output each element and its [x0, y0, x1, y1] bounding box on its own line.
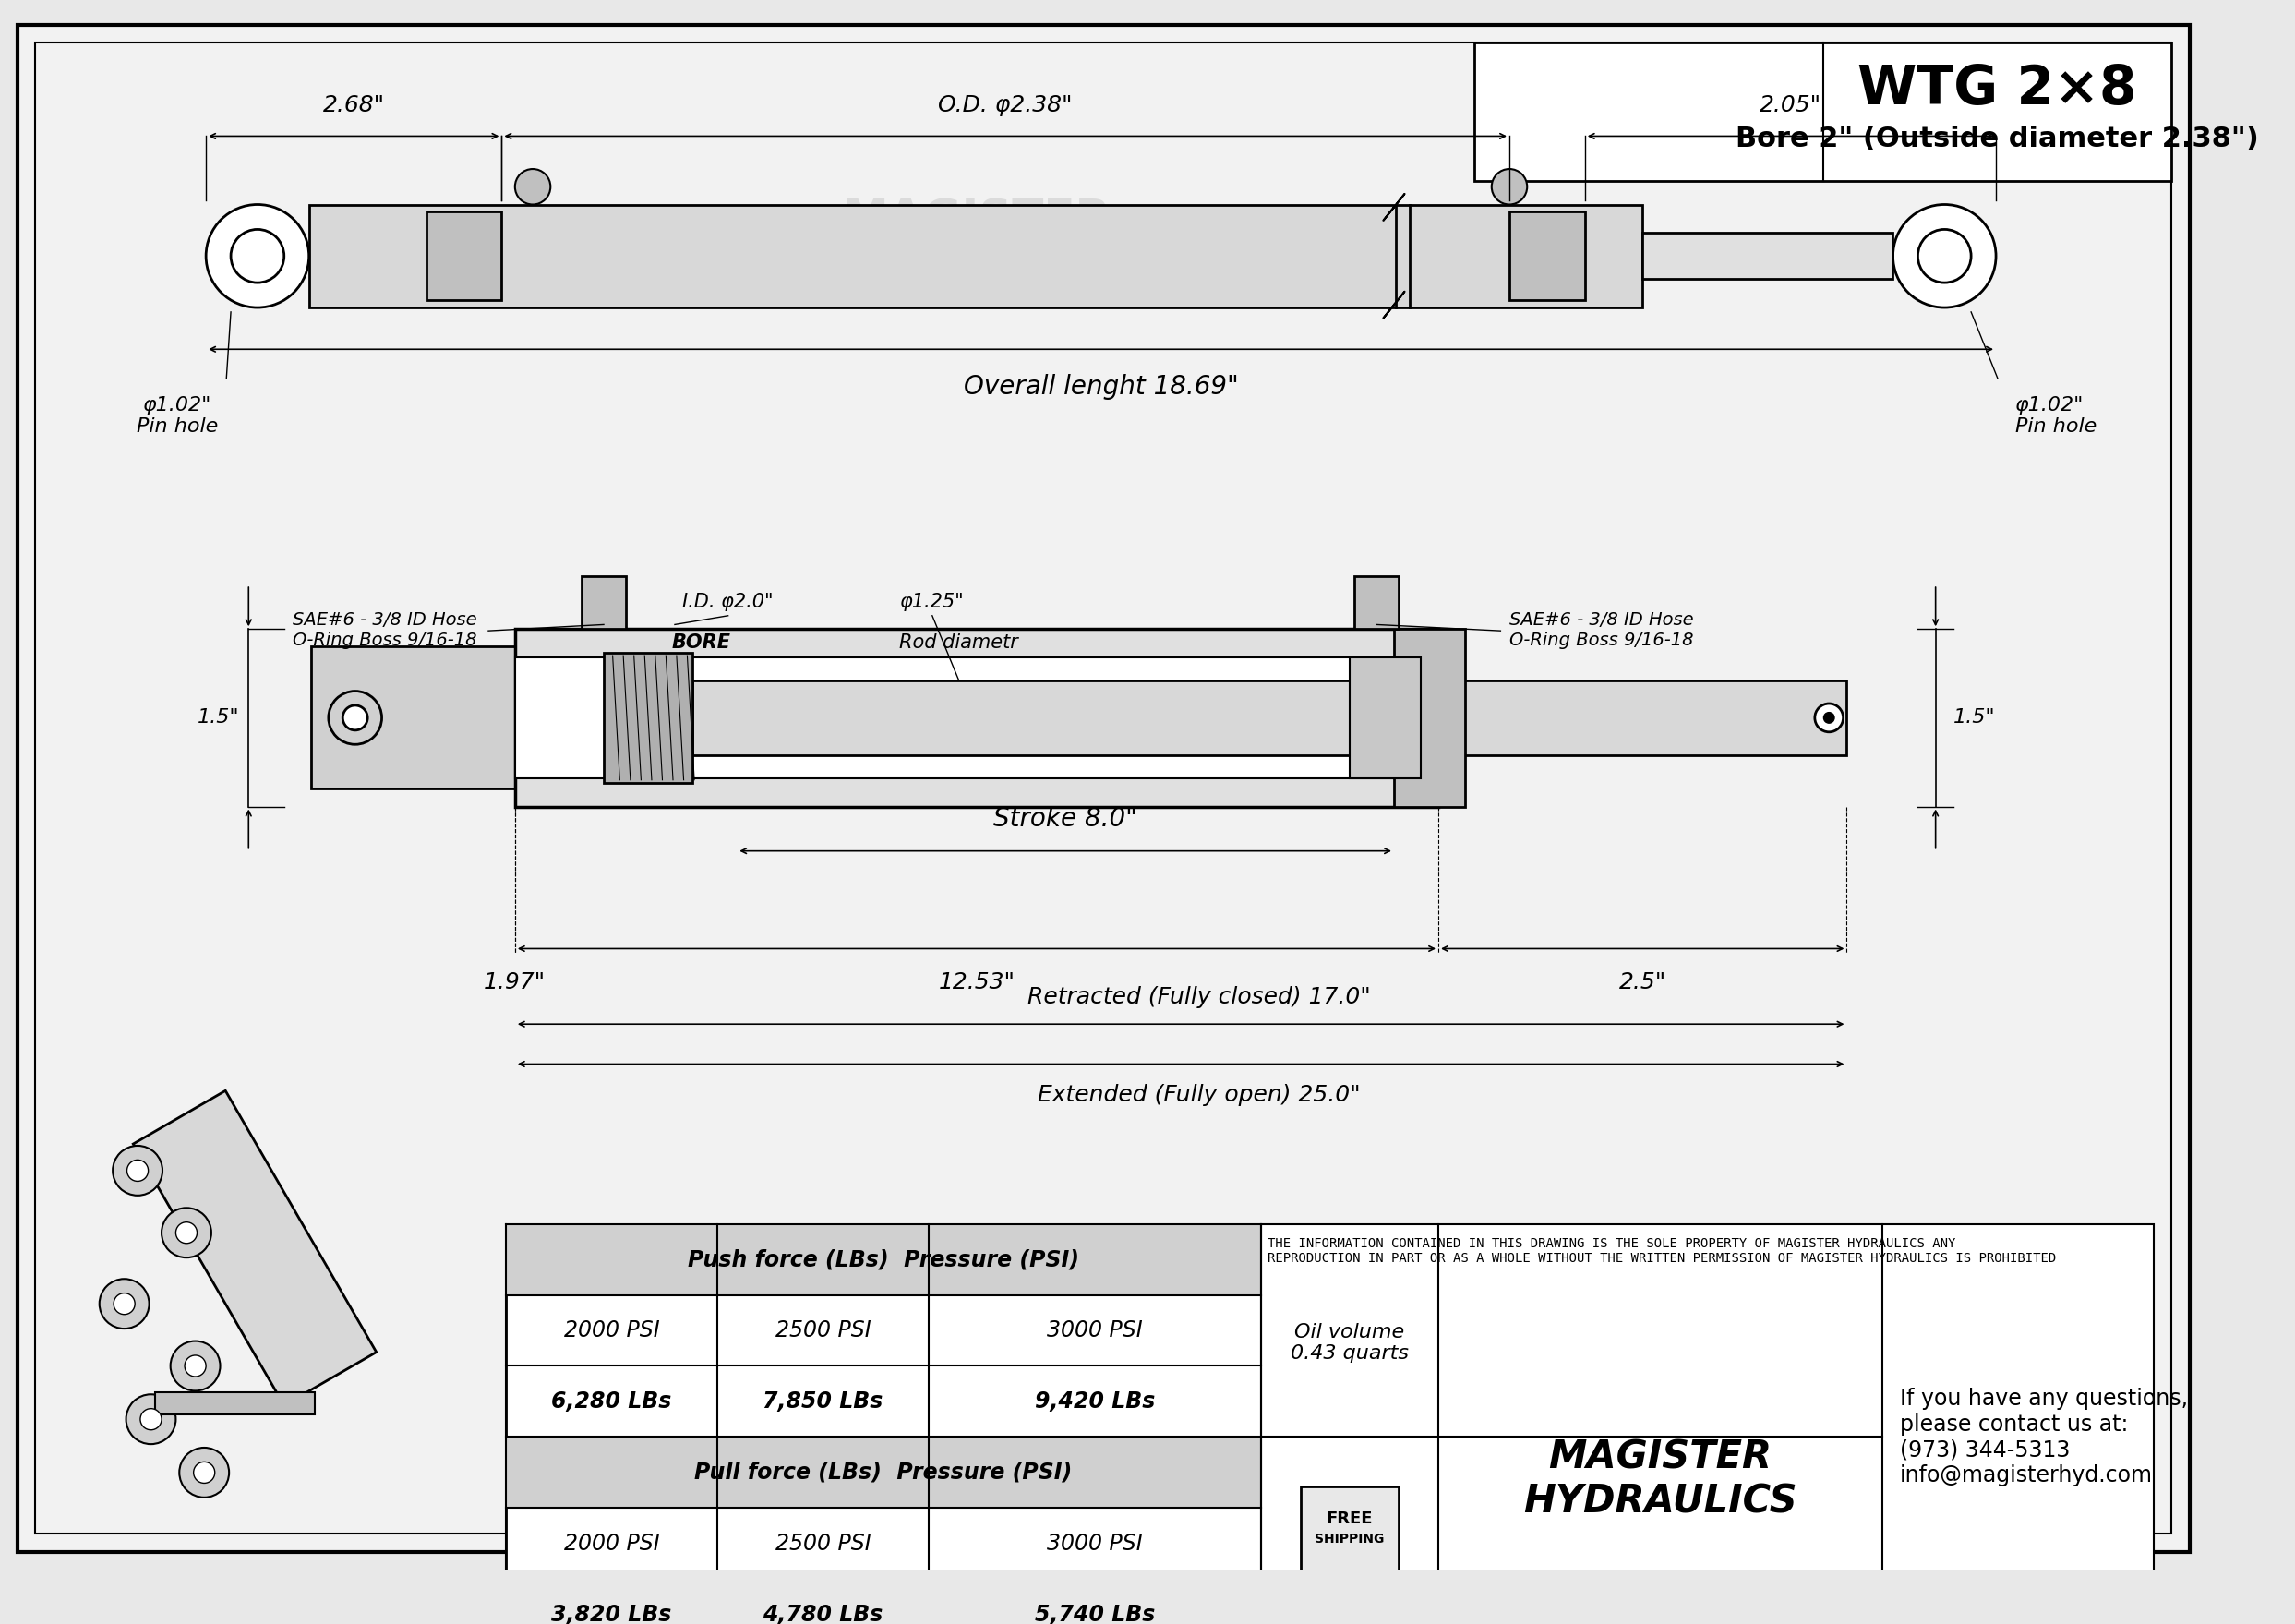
- Text: φ1.02"
Pin hole: φ1.02" Pin hole: [2015, 396, 2098, 437]
- Text: φ1.25": φ1.25": [900, 593, 964, 611]
- Circle shape: [184, 1356, 207, 1377]
- Bar: [507, 1437, 1260, 1509]
- Text: Extended (Fully open) 25.0": Extended (Fully open) 25.0": [1037, 1083, 1361, 1106]
- Bar: [693, 680, 1847, 755]
- Text: 2.5": 2.5": [1618, 971, 1666, 992]
- Bar: [514, 628, 1439, 807]
- Text: 9,420 LBs: 9,420 LBs: [1035, 1390, 1154, 1413]
- Text: THE INFORMATION CONTAINED IN THIS DRAWING IS THE SOLE PROPERTY OF MAGISTER HYDRA: THE INFORMATION CONTAINED IN THIS DRAWIN…: [1267, 1237, 2056, 1265]
- Circle shape: [179, 1447, 230, 1497]
- Circle shape: [1492, 169, 1526, 205]
- Text: Stroke 8.0": Stroke 8.0": [994, 806, 1138, 831]
- Text: WTG 2×8: WTG 2×8: [1857, 63, 2137, 115]
- Text: 4,780 LBs: 4,780 LBs: [762, 1603, 884, 1624]
- Text: SAE#6 - 3/8 ID Hose
O-Ring Boss 9/16-18: SAE#6 - 3/8 ID Hose O-Ring Boss 9/16-18: [1510, 611, 1694, 650]
- Text: 3000 PSI: 3000 PSI: [1047, 1533, 1143, 1554]
- Text: 2000 PSI: 2000 PSI: [565, 1533, 659, 1554]
- Text: 2.68": 2.68": [324, 94, 386, 117]
- Circle shape: [232, 229, 285, 283]
- Text: If you have any questions,
please contact us at:
(973) 344-5313
info@magisterhyd: If you have any questions, please contac…: [1900, 1387, 2187, 1486]
- Text: I.D. φ2.0": I.D. φ2.0": [682, 593, 773, 611]
- Text: SHIPPING: SHIPPING: [1315, 1533, 1384, 1546]
- Text: Pull force (LBs)  Pressure (PSI): Pull force (LBs) Pressure (PSI): [695, 1462, 1072, 1484]
- Circle shape: [112, 1147, 163, 1195]
- Text: 3000 PSI: 3000 PSI: [1047, 1319, 1143, 1341]
- Text: MAGISTER
HYDRAULICS: MAGISTER HYDRAULICS: [810, 198, 1143, 297]
- Bar: [1349, 658, 1421, 778]
- Circle shape: [99, 1280, 149, 1328]
- Text: 1.5": 1.5": [1953, 708, 1994, 728]
- Circle shape: [193, 1462, 216, 1483]
- Bar: [507, 1224, 1260, 1294]
- Circle shape: [207, 205, 310, 307]
- Text: 1.5": 1.5": [197, 708, 239, 728]
- Circle shape: [1815, 703, 1843, 732]
- Circle shape: [140, 1408, 161, 1429]
- Circle shape: [161, 1208, 211, 1257]
- Circle shape: [328, 692, 381, 744]
- Circle shape: [1893, 205, 1997, 307]
- Circle shape: [170, 1341, 220, 1390]
- Text: 5,740 LBs: 5,740 LBs: [1035, 1603, 1154, 1624]
- Bar: [133, 1091, 376, 1405]
- Bar: [1260, 1224, 2155, 1624]
- Bar: [1393, 628, 1464, 807]
- Text: 7,850 LBs: 7,850 LBs: [762, 1390, 884, 1413]
- Bar: [427, 211, 503, 300]
- Text: Overall lenght 18.69": Overall lenght 18.69": [964, 374, 1239, 400]
- Bar: [514, 658, 1439, 778]
- Text: Retracted (Fully closed) 17.0": Retracted (Fully closed) 17.0": [1028, 986, 1370, 1009]
- Text: 1.97": 1.97": [484, 971, 546, 992]
- Text: Push force (LBs)  Pressure (PSI): Push force (LBs) Pressure (PSI): [688, 1249, 1079, 1270]
- Text: FREE: FREE: [1327, 1510, 1372, 1527]
- Text: Oil volume
0.43 quarts: Oil volume 0.43 quarts: [1290, 1324, 1409, 1363]
- Text: Rod diametr: Rod diametr: [900, 633, 1019, 651]
- Text: SAE#6 - 3/8 ID Hose
O-Ring Boss 9/16-18: SAE#6 - 3/8 ID Hose O-Ring Boss 9/16-18: [294, 611, 477, 650]
- Bar: [310, 205, 1643, 307]
- Text: 2500 PSI: 2500 PSI: [776, 1319, 870, 1341]
- Text: 2500 PSI: 2500 PSI: [776, 1533, 870, 1554]
- Text: 12.53": 12.53": [939, 971, 1014, 992]
- Text: O.D. φ2.38": O.D. φ2.38": [939, 94, 1072, 117]
- Bar: [1643, 232, 1893, 279]
- Bar: [581, 575, 627, 628]
- Circle shape: [126, 1395, 177, 1444]
- Bar: [310, 646, 514, 789]
- Bar: [507, 1224, 1260, 1579]
- Text: φ1.02"
Pin hole: φ1.02" Pin hole: [138, 396, 218, 437]
- Circle shape: [115, 1293, 135, 1314]
- Text: 6,280 LBs: 6,280 LBs: [551, 1390, 672, 1413]
- Bar: [156, 1393, 314, 1415]
- Circle shape: [514, 169, 551, 205]
- Text: 2000 PSI: 2000 PSI: [565, 1319, 659, 1341]
- Bar: [1473, 42, 2171, 180]
- Bar: [1354, 575, 1398, 628]
- Text: Bore 2" (Outside diameter 2.38"): Bore 2" (Outside diameter 2.38"): [1735, 125, 2258, 153]
- Bar: [1510, 211, 1586, 300]
- Text: 2.05": 2.05": [1760, 94, 1822, 117]
- Circle shape: [1825, 713, 1834, 723]
- Text: MAGISTER
HYDRAULICS: MAGISTER HYDRAULICS: [1524, 1437, 1797, 1522]
- Circle shape: [342, 705, 367, 731]
- Circle shape: [177, 1223, 197, 1244]
- Circle shape: [1919, 229, 1971, 283]
- Text: BORE: BORE: [672, 633, 732, 651]
- Bar: [1301, 1486, 1398, 1583]
- Text: 3,820 LBs: 3,820 LBs: [551, 1603, 672, 1624]
- Circle shape: [126, 1160, 149, 1181]
- Bar: [604, 653, 693, 783]
